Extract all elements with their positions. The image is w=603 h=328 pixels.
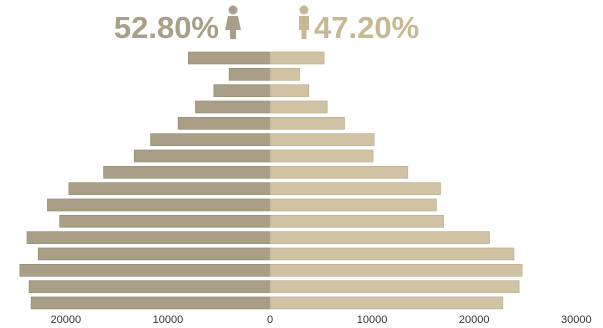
- male-bar-6: [269, 149, 374, 163]
- male-bar-13: [269, 263, 523, 277]
- x-tick-label: 10000: [153, 314, 184, 326]
- male-bar-9: [269, 198, 437, 212]
- male-bar-3: [269, 100, 328, 114]
- female-bar-4: [177, 117, 271, 130]
- male-bar-7: [269, 166, 409, 179]
- female-bar-9: [47, 198, 271, 212]
- x-tick-label: 20000: [51, 314, 82, 326]
- female-bar-6: [133, 149, 271, 163]
- female-bar-14: [28, 280, 271, 293]
- female-bar-11: [26, 231, 271, 244]
- female-bar-5: [150, 133, 271, 146]
- female-bar-2: [213, 84, 271, 97]
- x-tick-label: 0: [267, 314, 273, 326]
- female-percentage: 52.80%: [114, 10, 219, 45]
- female-bar-13: [19, 263, 271, 277]
- male-bar-8: [269, 182, 441, 195]
- male-percentage: 47.20%: [314, 10, 419, 45]
- x-tick-label: 30000: [561, 314, 592, 326]
- female-bar-1: [228, 68, 271, 81]
- female-bar-12: [37, 247, 271, 261]
- male-bar-12: [269, 247, 515, 261]
- female-person-icon: [225, 5, 241, 39]
- male-bar-0: [269, 51, 325, 65]
- female-bar-8: [68, 182, 271, 195]
- male-bar-1: [269, 68, 300, 81]
- x-tick-label: 20000: [459, 314, 490, 326]
- female-bar-3: [195, 100, 271, 114]
- x-axis-ticks: 20000 10000 0 10000 20000 30000: [51, 314, 592, 326]
- male-bar-11: [269, 231, 490, 244]
- male-bar-4: [269, 117, 345, 130]
- female-bar-15: [30, 296, 271, 310]
- male-bar-15: [269, 296, 504, 310]
- male-bar-5: [269, 133, 375, 146]
- male-bar-2: [269, 84, 310, 97]
- x-tick-label: 10000: [357, 314, 388, 326]
- bars-group: [19, 51, 523, 310]
- female-bar-0: [188, 51, 271, 65]
- female-bar-7: [103, 166, 271, 179]
- female-bar-10: [59, 215, 271, 228]
- male-bar-14: [269, 280, 520, 293]
- male-bar-10: [269, 215, 444, 228]
- male-person-icon: [299, 5, 309, 39]
